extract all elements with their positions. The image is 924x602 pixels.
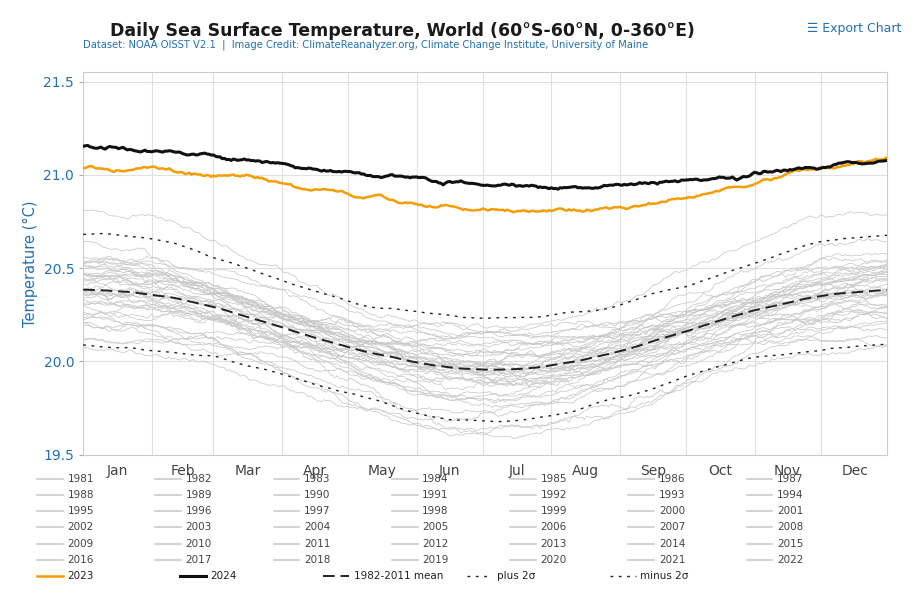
Text: 1998: 1998 <box>422 506 449 516</box>
Text: 2024: 2024 <box>211 571 237 581</box>
Text: 1995: 1995 <box>67 506 94 516</box>
Text: 1981: 1981 <box>67 474 94 483</box>
Y-axis label: Temperature (°C): Temperature (°C) <box>23 200 38 327</box>
Text: 1986: 1986 <box>659 474 686 483</box>
Text: 2003: 2003 <box>186 523 212 532</box>
Text: 2016: 2016 <box>67 555 94 565</box>
Text: 2011: 2011 <box>304 539 331 548</box>
Text: ☰ Export Chart: ☰ Export Chart <box>807 22 901 36</box>
Text: 2012: 2012 <box>422 539 449 548</box>
Text: 2020: 2020 <box>541 555 566 565</box>
Text: 1993: 1993 <box>659 490 686 500</box>
Text: 2014: 2014 <box>659 539 686 548</box>
Text: plus 2σ: plus 2σ <box>497 571 535 581</box>
Text: 2021: 2021 <box>659 555 686 565</box>
Text: 1999: 1999 <box>541 506 567 516</box>
Text: 1990: 1990 <box>304 490 331 500</box>
Text: minus 2σ: minus 2σ <box>640 571 688 581</box>
Text: 2006: 2006 <box>541 523 566 532</box>
Text: 1985: 1985 <box>541 474 567 483</box>
Text: 2022: 2022 <box>777 555 804 565</box>
Text: 1983: 1983 <box>304 474 331 483</box>
Text: 2013: 2013 <box>541 539 567 548</box>
Text: 2001: 2001 <box>777 506 803 516</box>
Text: 2008: 2008 <box>777 523 803 532</box>
Text: 2015: 2015 <box>777 539 804 548</box>
Text: 2023: 2023 <box>67 571 94 581</box>
Text: 1984: 1984 <box>422 474 449 483</box>
Text: 2004: 2004 <box>304 523 330 532</box>
Text: 1996: 1996 <box>186 506 213 516</box>
Text: 1997: 1997 <box>304 506 331 516</box>
Text: 2019: 2019 <box>422 555 449 565</box>
Text: 2000: 2000 <box>659 506 685 516</box>
Text: 2009: 2009 <box>67 539 93 548</box>
Text: 2018: 2018 <box>304 555 331 565</box>
Text: 2017: 2017 <box>186 555 213 565</box>
Text: Dataset: NOAA OISST V2.1  |  Image Credit: ClimateReanalyzer.org, Climate Change: Dataset: NOAA OISST V2.1 | Image Credit:… <box>83 40 649 50</box>
Text: 1991: 1991 <box>422 490 449 500</box>
Text: 1994: 1994 <box>777 490 804 500</box>
Text: 1987: 1987 <box>777 474 804 483</box>
Text: 2010: 2010 <box>186 539 212 548</box>
Text: 1988: 1988 <box>67 490 94 500</box>
Text: 1982: 1982 <box>186 474 213 483</box>
Text: 1992: 1992 <box>541 490 567 500</box>
Text: 2007: 2007 <box>659 523 685 532</box>
Text: 2005: 2005 <box>422 523 448 532</box>
Text: Daily Sea Surface Temperature, World (60°S-60°N, 0-360°E): Daily Sea Surface Temperature, World (60… <box>110 22 694 40</box>
Text: 1982-2011 mean: 1982-2011 mean <box>354 571 444 581</box>
Text: 1989: 1989 <box>186 490 213 500</box>
Text: 2002: 2002 <box>67 523 93 532</box>
